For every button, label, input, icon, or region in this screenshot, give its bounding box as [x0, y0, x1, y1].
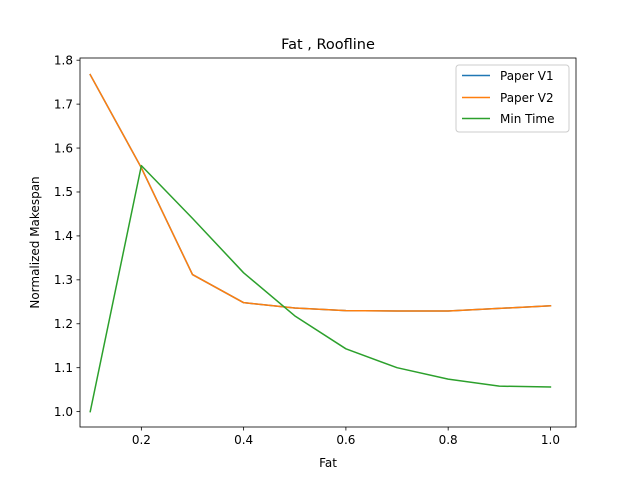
y-tick-label: 1.4 — [54, 229, 73, 243]
legend-label-min-time: Min Time — [500, 112, 554, 126]
legend: Paper V1 Paper V2 Min Time — [455, 64, 570, 133]
x-tick-label: 0.8 — [439, 433, 458, 447]
x-axis: 0.2 0.4 0.6 0.8 1.0 — [132, 427, 560, 447]
series-line-min-time — [89, 164, 552, 413]
y-tick-label: 1.8 — [54, 53, 73, 67]
y-tick-label: 1.5 — [54, 185, 73, 199]
x-tick-label: 0.2 — [132, 433, 151, 447]
x-tick-label: 0.4 — [234, 433, 253, 447]
y-tick-label: 1.7 — [54, 97, 73, 111]
legend-label-paper-v2: Paper V2 — [500, 91, 554, 105]
x-tick-label: 1.0 — [541, 433, 560, 447]
y-tick-label: 1.0 — [54, 405, 73, 419]
legend-box — [455, 64, 570, 133]
series-line-paper-v2 — [89, 73, 552, 312]
x-axis-label: Fat — [319, 456, 337, 470]
chart-title: Fat , Roofline — [281, 37, 375, 53]
y-tick-label: 1.2 — [54, 317, 73, 331]
y-tick-label: 1.3 — [54, 273, 73, 287]
legend-label-paper-v1: Paper V1 — [500, 69, 554, 83]
y-axis-label: Normalized Makespan — [28, 176, 42, 308]
plot-area-frame — [79, 57, 577, 428]
series-group — [89, 73, 552, 413]
y-axis: 1.0 1.1 1.2 1.3 1.4 1.5 1.6 1.7 1.8 — [54, 53, 80, 419]
y-tick-label: 1.1 — [54, 361, 73, 375]
y-tick-label: 1.6 — [54, 141, 73, 155]
x-tick-label: 0.6 — [336, 433, 355, 447]
